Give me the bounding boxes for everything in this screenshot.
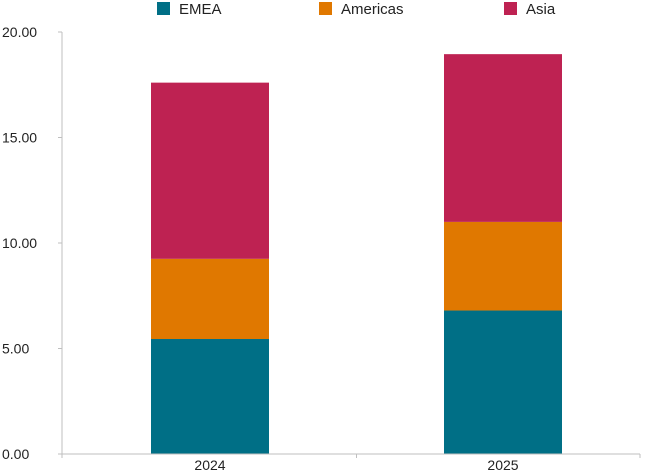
x-tick-label-2024: 2024 — [194, 457, 225, 472]
y-tick-label: 5.00 — [2, 341, 29, 357]
x-tick-label-2025: 2025 — [487, 457, 518, 472]
legend-label-americas: Americas — [341, 1, 404, 18]
legend-swatch-emea — [157, 2, 170, 15]
y-axis: 0.00 5.00 10.00 15.00 20.00 — [2, 24, 63, 462]
y-tick-label: 15.00 — [2, 130, 37, 146]
legend-swatch-americas — [319, 2, 332, 15]
y-tick-label: 10.00 — [2, 235, 37, 251]
bar-emea-2024 — [151, 339, 269, 454]
bar-asia-2025 — [444, 54, 562, 222]
y-tick-label: 0.00 — [2, 446, 29, 462]
y-tick-label: 20.00 — [2, 24, 37, 40]
bar-americas-2024 — [151, 258, 269, 340]
legend-swatch-asia — [504, 2, 517, 15]
bar-emea-2025 — [444, 310, 562, 454]
legend-label-emea: EMEA — [179, 1, 222, 18]
legend: EMEA Americas Asia — [157, 1, 556, 18]
bar-asia-2024 — [151, 82, 269, 259]
bars — [151, 54, 562, 454]
legend-label-asia: Asia — [526, 1, 556, 18]
x-axis: 2024 2025 — [61, 453, 641, 472]
bar-americas-2025 — [444, 221, 562, 311]
